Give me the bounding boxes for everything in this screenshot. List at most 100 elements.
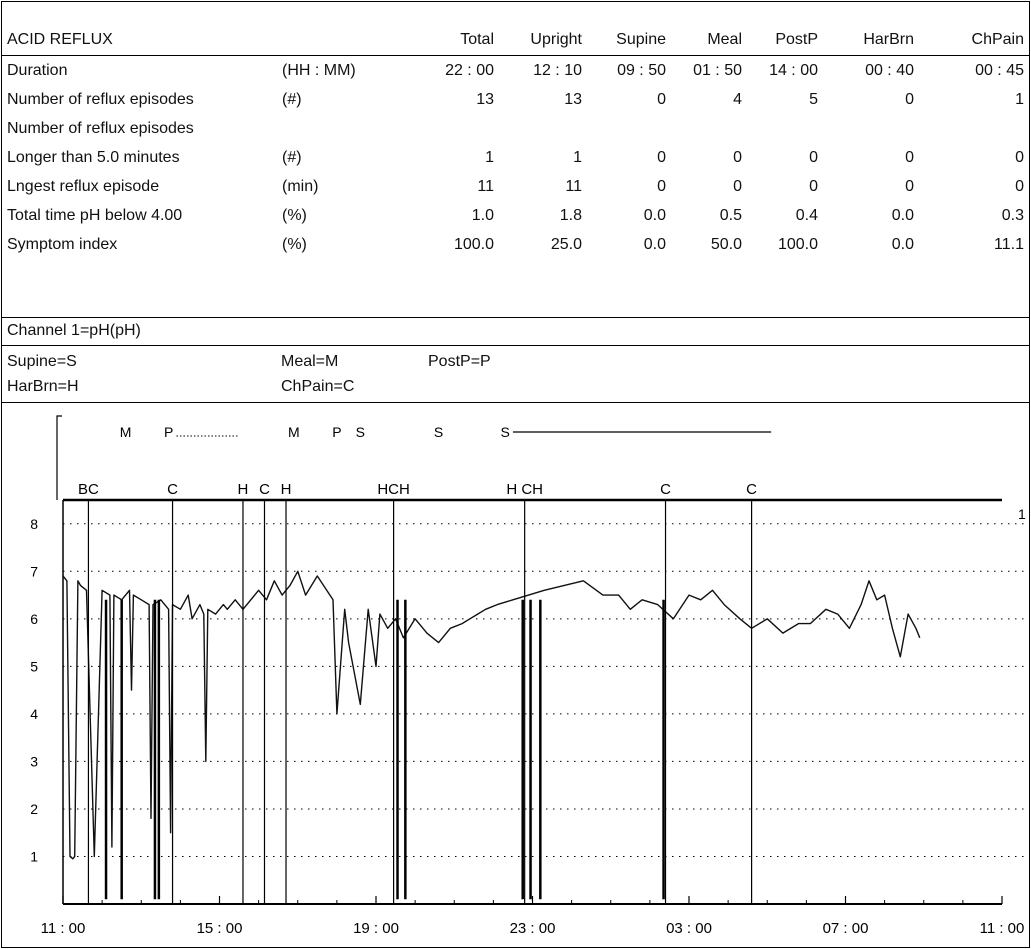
row-value: 0 <box>733 177 742 195</box>
period-marker-label: M <box>120 424 132 440</box>
x-tick-label: 15 : 00 <box>197 920 243 937</box>
row-value: 0.0 <box>643 235 666 253</box>
x-tick-label: 03 : 00 <box>666 920 712 937</box>
table-row: Number of reflux episodes (#) 13 13 0 4 5 0 1 <box>2 85 1029 114</box>
symptom-marker-label: H <box>238 481 249 498</box>
row-label: Duration <box>7 61 68 79</box>
row-value: 100.0 <box>453 235 494 253</box>
y-tick-label: 1 <box>30 848 38 864</box>
symptom-marker-label: C <box>660 481 671 498</box>
table-header-row: ACID REFLUX Total Upright Supine Meal PostP Ha… <box>2 24 1029 56</box>
symptom-marker-label: HCH <box>377 481 410 498</box>
table-header-cell: HarBrn <box>823 24 919 56</box>
row-value: 0.3 <box>1001 206 1024 224</box>
row-label: Number of reflux episodes <box>7 119 194 137</box>
row-value: 22 : 00 <box>445 61 494 79</box>
row-value: 13 <box>564 90 582 108</box>
row-value: 0 <box>809 148 818 166</box>
row-value: 100.0 <box>777 235 818 253</box>
marker-zone-bracket <box>56 415 62 500</box>
symptom-marker-label: BC <box>78 481 99 498</box>
symptom-marker-label: C <box>746 481 757 498</box>
row-value: 0 <box>733 148 742 166</box>
period-marker-label: P <box>164 424 173 440</box>
row-label: Longer than 5.0 minutes <box>7 148 180 166</box>
row-value: 0 <box>905 177 914 195</box>
x-tick-label: 11 : 00 <box>980 920 1025 937</box>
row-value: 00 : 40 <box>865 61 914 79</box>
y-tick-label: 6 <box>30 611 38 627</box>
y-tick-label: 3 <box>30 753 38 769</box>
table-header-cell <box>277 24 419 56</box>
row-value: 01 : 50 <box>693 61 742 79</box>
ph-trace-line <box>62 570 921 860</box>
table-row: Total time pH below 4.00 (%) 1.0 1.8 0.0 0.5 0… <box>2 201 1029 230</box>
symptom-marker-label: C <box>167 481 178 498</box>
divider-legend <box>2 345 1029 346</box>
row-unit: (#) <box>282 90 302 108</box>
y-tick-label: 5 <box>30 658 38 674</box>
table-header-cell: Upright <box>499 24 587 56</box>
row-value: 11.1 <box>994 235 1024 253</box>
table-header-cell: Meal <box>671 24 747 56</box>
right-axis-label: 1 <box>1018 506 1026 522</box>
row-label: Total time pH below 4.00 <box>7 206 183 224</box>
row-value: 13 <box>476 90 494 108</box>
x-tick-label: 11 : 00 <box>41 920 86 937</box>
row-value: 0.0 <box>891 235 914 253</box>
row-value: 11 <box>565 177 582 195</box>
row-value: 1 <box>1015 90 1024 108</box>
row-value: 50.0 <box>710 235 742 253</box>
table-row: Duration (HH : MM) 22 : 00 12 : 10 09 : 50 01… <box>2 56 1029 86</box>
table-header-cell: Total <box>419 24 499 56</box>
row-value: 14 : 00 <box>769 61 818 79</box>
row-value: 00 : 45 <box>975 61 1024 79</box>
legend-meal: Meal=M <box>281 353 339 370</box>
table-row: Longer than 5.0 minutes (#) 1 1 0 0 0 0 0 <box>2 143 1029 172</box>
row-value: 0 <box>1015 148 1024 166</box>
row-label: Lngest reflux episode <box>7 177 160 195</box>
y-tick-label: 7 <box>30 563 38 579</box>
period-marker-label: M <box>288 424 300 440</box>
x-tick-label: 19 : 00 <box>353 920 399 937</box>
row-value: 0.0 <box>891 206 914 224</box>
row-value: 0 <box>905 90 914 108</box>
y-tick-label: 4 <box>30 706 38 722</box>
row-value: 4 <box>733 90 742 108</box>
symptom-marker-label: C <box>259 481 270 498</box>
table-header-cell: ChPain <box>919 24 1029 56</box>
row-value: 1 <box>485 148 494 166</box>
row-value: 0 <box>657 90 666 108</box>
channel-label: Channel 1=pH(pH) <box>7 322 141 339</box>
row-unit: (HH : MM) <box>282 61 356 79</box>
row-value: 1 <box>573 148 582 166</box>
table-row: Symptom index (%) 100.0 25.0 0.0 50.0 100.0 0.0… <box>2 230 1029 259</box>
row-value: 5 <box>809 90 818 108</box>
y-tick-label: 8 <box>30 516 38 532</box>
legend-supine: Supine=S <box>7 353 77 370</box>
y-tick-label: 2 <box>30 801 38 817</box>
table-header-cell: PostP <box>747 24 823 56</box>
row-value: 0.4 <box>795 206 818 224</box>
row-value: 0.5 <box>719 206 742 224</box>
table-row: Number of reflux episodes <box>2 114 1029 143</box>
row-label: Number of reflux episodes <box>7 90 194 108</box>
row-value: 0 <box>905 148 914 166</box>
table-header-cell: ACID REFLUX <box>2 24 277 56</box>
symptom-marker-label: H CH <box>506 481 543 498</box>
row-value: 0.0 <box>643 206 666 224</box>
table-row: Lngest reflux episode (min) 11 11 0 0 0 0 0 <box>2 172 1029 201</box>
table-header-cell: Supine <box>587 24 671 56</box>
row-value: 25.0 <box>550 235 582 253</box>
row-value: 0 <box>657 148 666 166</box>
period-marker-label: S <box>500 424 509 440</box>
symptom-marker-label: H <box>281 481 292 498</box>
row-value: 11 <box>477 177 494 195</box>
x-tick-label: 07 : 00 <box>823 920 869 937</box>
row-label: Symptom index <box>7 235 118 253</box>
row-value: 12 : 10 <box>533 61 582 79</box>
row-unit: (%) <box>282 235 307 253</box>
row-value: 1.8 <box>559 206 582 224</box>
